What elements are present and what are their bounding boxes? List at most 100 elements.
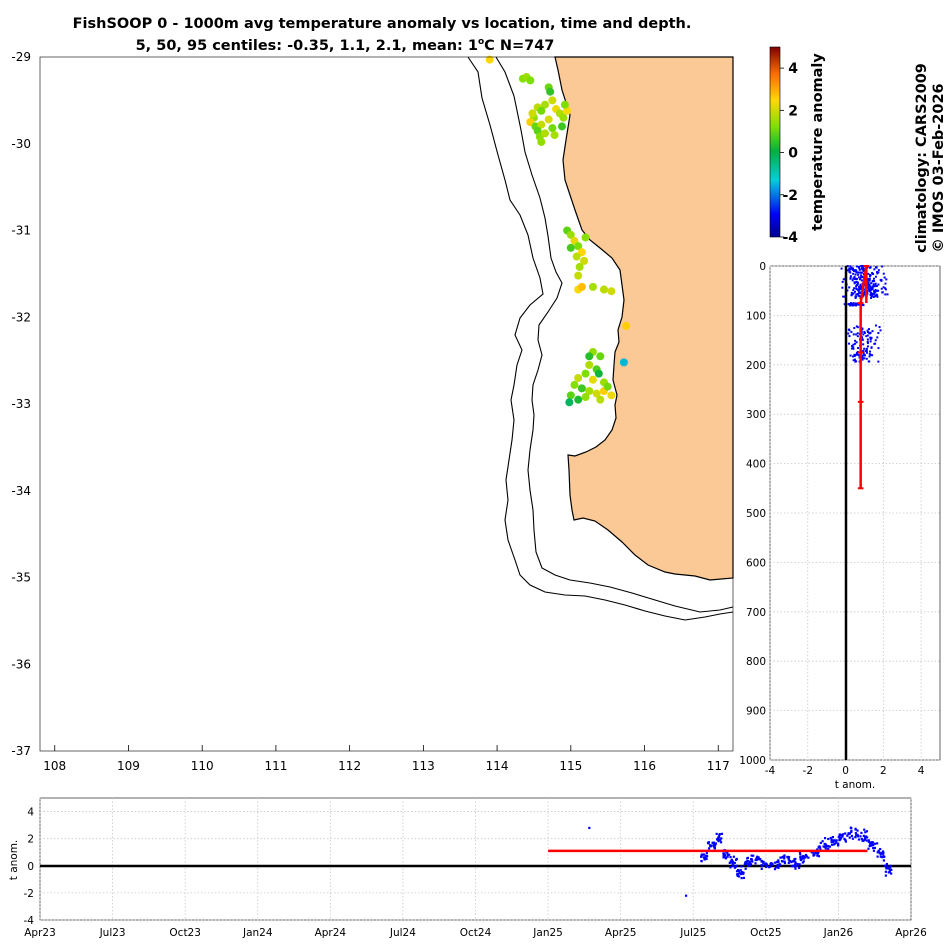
depth-obs-point bbox=[852, 272, 855, 275]
depth-obs-point bbox=[874, 290, 877, 293]
depth-obs-point bbox=[854, 269, 857, 272]
time-obs-point bbox=[777, 866, 780, 869]
depth-obs-point bbox=[871, 354, 874, 357]
depth-obs-point bbox=[855, 285, 858, 288]
time-obs-point bbox=[799, 855, 802, 858]
depth-obs-point bbox=[855, 265, 858, 268]
depth-x-label: t anom. bbox=[835, 779, 876, 791]
chart-title: FishSOOP 0 - 1000m avg temperature anoma… bbox=[73, 16, 692, 32]
time-obs-point bbox=[870, 841, 874, 844]
map-point bbox=[619, 358, 628, 367]
depth-obs-point bbox=[871, 286, 874, 289]
depth-obs-point bbox=[866, 331, 869, 334]
map-point bbox=[607, 391, 616, 400]
depth-obs-point bbox=[853, 358, 856, 361]
depth-obs-point bbox=[856, 281, 859, 284]
time-obs-point bbox=[710, 844, 713, 847]
time-obs-point bbox=[864, 831, 867, 834]
depth-obs-point bbox=[860, 274, 863, 277]
time-obs-point bbox=[768, 865, 772, 868]
depth-obs-point bbox=[874, 288, 877, 291]
map-x-tick-label: 108 bbox=[43, 759, 66, 773]
continental-shelf-contour-outer bbox=[467, 56, 734, 621]
time-obs-point bbox=[843, 837, 846, 841]
depth-obs-point bbox=[842, 278, 845, 281]
depth-obs-point bbox=[850, 291, 853, 294]
time-obs-point bbox=[748, 864, 752, 867]
map-point bbox=[572, 252, 581, 261]
time-obs-point bbox=[726, 851, 729, 854]
depth-obs-point bbox=[870, 346, 873, 349]
time-x-tick-label: Apr24 bbox=[315, 927, 347, 939]
depth-y-tick-label: 800 bbox=[746, 656, 766, 668]
time-obs-point bbox=[712, 845, 716, 848]
depth-obs-point bbox=[852, 289, 855, 292]
time-obs-point bbox=[864, 835, 868, 838]
depth-obs-point bbox=[870, 282, 873, 285]
map-point bbox=[599, 285, 608, 294]
depth-obs-point bbox=[855, 278, 858, 281]
time-obs-point bbox=[702, 853, 705, 856]
depth-obs-point bbox=[852, 333, 855, 336]
time-obs-point bbox=[861, 839, 864, 842]
depth-obs-point bbox=[866, 329, 869, 332]
depth-obs-point bbox=[867, 281, 870, 284]
depth-obs-point bbox=[850, 330, 853, 333]
depth-obs-point bbox=[849, 354, 852, 357]
depth-obs-point bbox=[873, 268, 876, 271]
time-obs-point bbox=[841, 833, 845, 836]
map-panel: -29 -30 -31 -32 -33 -34 -35 -36 -37 108 109 110 111… bbox=[11, 50, 734, 773]
depth-obs-point bbox=[877, 360, 880, 363]
time-x-tick-label: Oct25 bbox=[750, 927, 782, 939]
depth-obs-point bbox=[861, 271, 864, 274]
time-obs-point bbox=[830, 839, 833, 842]
map-frame bbox=[39, 56, 734, 752]
depth-obs-point bbox=[851, 268, 854, 271]
time-obs-point bbox=[776, 865, 779, 869]
time-obs-point bbox=[867, 847, 870, 850]
depth-obs-point bbox=[857, 273, 860, 276]
time-obs-point bbox=[770, 863, 773, 866]
depth-obs-point bbox=[862, 343, 865, 346]
depth-obs-point bbox=[855, 295, 858, 298]
time-obs-point bbox=[741, 872, 745, 875]
depth-obs-point bbox=[859, 283, 862, 286]
depth-obs-point bbox=[841, 286, 844, 289]
time-obs-point bbox=[778, 863, 782, 866]
depth-obs-point bbox=[855, 351, 858, 354]
time-obs-point bbox=[736, 868, 740, 872]
time-obs-point bbox=[829, 836, 832, 840]
depth-obs-point bbox=[886, 293, 889, 296]
map-point bbox=[565, 398, 574, 407]
time-obs-point bbox=[794, 867, 797, 870]
time-obs-point bbox=[856, 833, 859, 836]
time-obs-point bbox=[783, 861, 787, 865]
time-obs-point bbox=[715, 838, 719, 841]
time-obs-point bbox=[777, 864, 780, 868]
time-x-tick-label: Apr23 bbox=[24, 927, 56, 939]
time-obs-point bbox=[765, 864, 769, 867]
time-obs-point bbox=[824, 843, 827, 846]
depth-obs-point bbox=[877, 283, 880, 286]
map-point bbox=[541, 129, 550, 138]
time-y-label: t anom. bbox=[8, 840, 20, 881]
time-obs-point bbox=[798, 866, 801, 870]
time-obs-point bbox=[588, 826, 591, 830]
depth-obs-point bbox=[862, 267, 865, 270]
time-x-tick-label: Apr26 bbox=[895, 927, 927, 939]
depth-grid bbox=[769, 265, 940, 761]
time-obs-point bbox=[700, 855, 703, 858]
time-obs-point bbox=[867, 839, 870, 842]
time-obs-point bbox=[876, 842, 879, 845]
time-obs-point bbox=[735, 870, 739, 873]
time-obs-point bbox=[762, 862, 765, 865]
time-obs-point bbox=[740, 871, 743, 874]
depth-obs-point bbox=[855, 341, 858, 344]
time-obs-point bbox=[762, 860, 765, 863]
depth-obs-point bbox=[860, 265, 863, 268]
depth-obs-point bbox=[868, 290, 871, 293]
depth-obs-point bbox=[848, 335, 851, 338]
time-obs-point bbox=[714, 842, 717, 846]
depth-obs-point bbox=[852, 355, 855, 358]
depth-obs-point bbox=[871, 287, 874, 290]
